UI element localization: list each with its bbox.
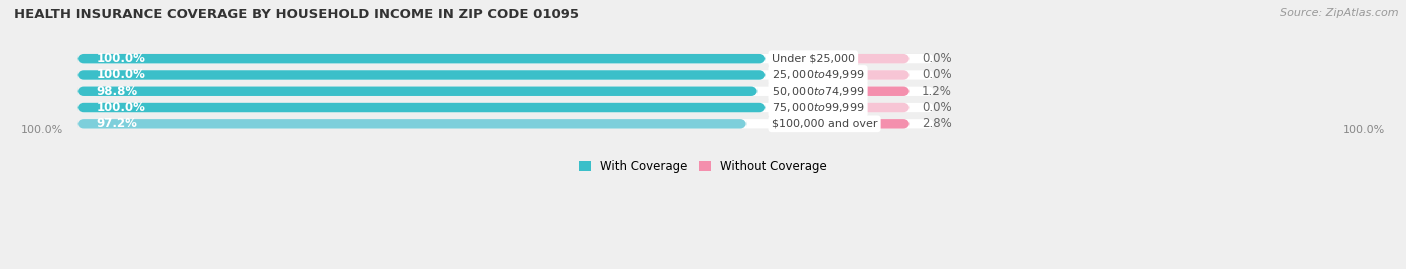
Text: 0.0%: 0.0% [922,101,952,114]
FancyBboxPatch shape [77,87,758,96]
Text: 100.0%: 100.0% [96,69,145,82]
FancyBboxPatch shape [77,54,935,63]
FancyBboxPatch shape [77,119,935,129]
Text: 1.2%: 1.2% [922,85,952,98]
Text: 98.8%: 98.8% [96,85,138,98]
Text: Source: ZipAtlas.com: Source: ZipAtlas.com [1281,8,1399,18]
FancyBboxPatch shape [77,87,935,96]
Text: $75,000 to $99,999: $75,000 to $99,999 [772,101,865,114]
FancyBboxPatch shape [77,103,765,112]
FancyBboxPatch shape [815,119,910,129]
FancyBboxPatch shape [77,54,935,63]
FancyBboxPatch shape [77,87,935,96]
FancyBboxPatch shape [77,54,765,63]
Legend: With Coverage, Without Coverage: With Coverage, Without Coverage [574,155,832,178]
Text: 100.0%: 100.0% [1343,125,1385,135]
Text: 100.0%: 100.0% [96,52,145,65]
FancyBboxPatch shape [77,103,935,112]
FancyBboxPatch shape [77,70,935,80]
FancyBboxPatch shape [815,54,910,63]
Text: $100,000 and over: $100,000 and over [772,119,877,129]
Text: HEALTH INSURANCE COVERAGE BY HOUSEHOLD INCOME IN ZIP CODE 01095: HEALTH INSURANCE COVERAGE BY HOUSEHOLD I… [14,8,579,21]
Text: $50,000 to $74,999: $50,000 to $74,999 [772,85,865,98]
FancyBboxPatch shape [815,87,910,96]
Text: 97.2%: 97.2% [96,117,138,130]
Text: 2.8%: 2.8% [922,117,952,130]
FancyBboxPatch shape [77,70,935,80]
Text: 0.0%: 0.0% [922,52,952,65]
FancyBboxPatch shape [77,103,935,112]
FancyBboxPatch shape [77,119,935,129]
Text: $25,000 to $49,999: $25,000 to $49,999 [772,69,865,82]
Text: 100.0%: 100.0% [96,101,145,114]
FancyBboxPatch shape [77,70,765,80]
Text: 100.0%: 100.0% [21,125,63,135]
FancyBboxPatch shape [77,119,747,129]
Text: 0.0%: 0.0% [922,69,952,82]
FancyBboxPatch shape [815,70,910,80]
Text: Under $25,000: Under $25,000 [772,54,855,64]
FancyBboxPatch shape [815,103,910,112]
